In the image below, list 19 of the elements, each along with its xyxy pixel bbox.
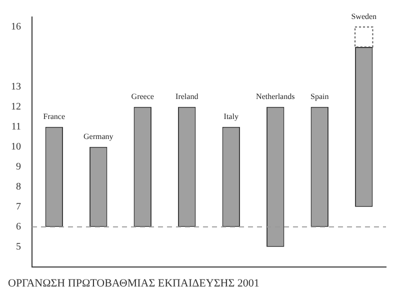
x-tick-label: France (43, 112, 66, 122)
y-tick-label: 5 (16, 241, 21, 252)
y-tick-label: 6 (16, 221, 21, 232)
y-tick-label: 16 (11, 22, 21, 33)
y-tick-label: 10 (11, 142, 21, 153)
text: ΟΡΓΑΝΩΣΗ ΠΡΩΤΟΒΑΘΜΙΑΣ ΕΚΠΑΙΔΕΥΣΗΣ 2001 (8, 277, 260, 290)
x-tick-label: Greece (131, 92, 154, 102)
x-tick-label: Spain (310, 92, 329, 102)
y-tick-label: 7 (16, 201, 21, 212)
x-tick-label: Sweden (351, 12, 377, 22)
y-tick-label: 13 (11, 82, 21, 93)
y-tick-label: 12 (11, 102, 21, 113)
y-tick-label: 9 (16, 162, 21, 173)
x-tick-label: Germany (83, 132, 114, 141)
y-tick-label: 8 (16, 181, 21, 192)
y-tick-label: 11 (11, 122, 21, 133)
x-tick-label: Netherlands (256, 92, 295, 102)
x-tick-label: Italy (224, 112, 238, 122)
x-tick-label: Ireland (176, 92, 198, 102)
